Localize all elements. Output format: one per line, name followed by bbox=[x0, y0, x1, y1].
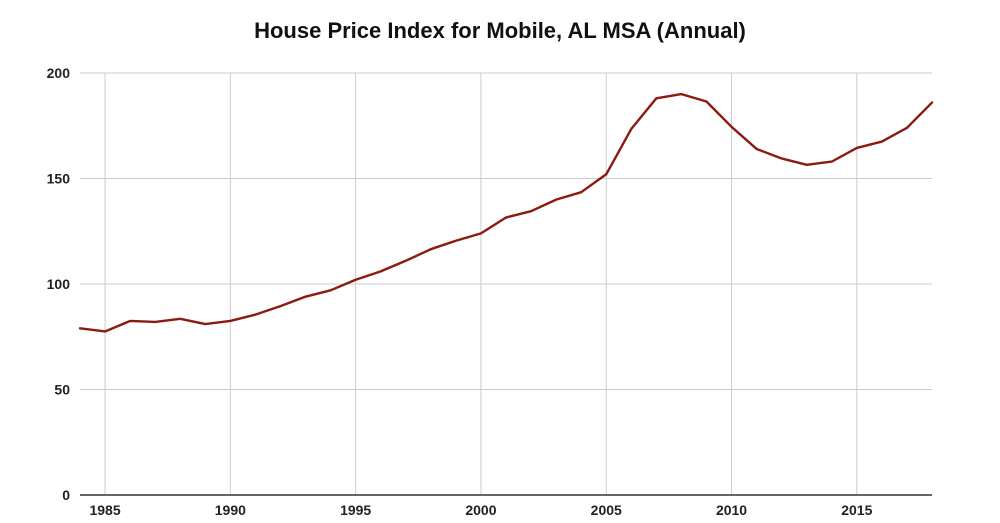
x-tick-label-2010: 2010 bbox=[716, 502, 747, 518]
y-tick-label-0: 0 bbox=[62, 487, 70, 503]
y-tick-label-100: 100 bbox=[47, 276, 71, 292]
x-tick-label-1985: 1985 bbox=[89, 502, 120, 518]
x-gridlines bbox=[104, 73, 858, 495]
x-tick-label-2015: 2015 bbox=[841, 502, 872, 518]
y-tick-label-50: 50 bbox=[54, 382, 70, 398]
x-tick-label-1990: 1990 bbox=[215, 502, 246, 518]
y-tick-label-200: 200 bbox=[47, 65, 71, 81]
chart-title: House Price Index for Mobile, AL MSA (An… bbox=[254, 18, 746, 43]
y-tick-labels: 0 50 100 150 200 bbox=[47, 65, 71, 503]
x-tick-label-2005: 2005 bbox=[591, 502, 622, 518]
x-tick-label-2000: 2000 bbox=[465, 502, 496, 518]
y-gridlines bbox=[80, 72, 932, 390]
x-tick-label-1995: 1995 bbox=[340, 502, 371, 518]
x-tick-labels: 1985 1990 1995 2000 2005 2010 2015 bbox=[89, 502, 872, 518]
y-tick-label-150: 150 bbox=[47, 171, 71, 187]
series-line-0 bbox=[78, 92, 934, 333]
series-layer bbox=[78, 92, 934, 333]
